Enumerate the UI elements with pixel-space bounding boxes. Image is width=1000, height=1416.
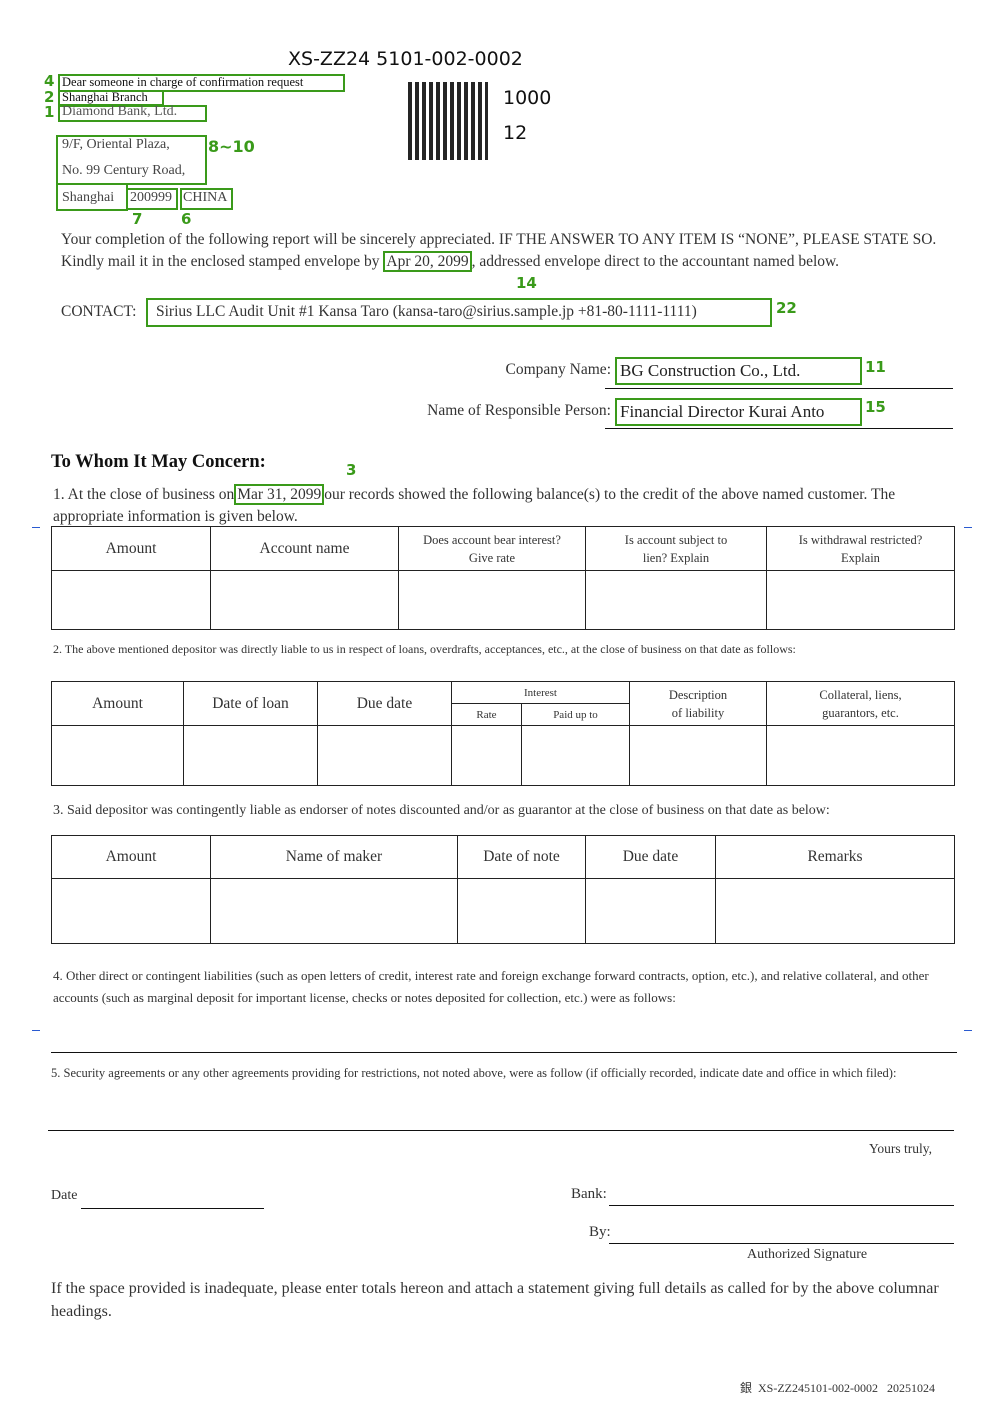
authorized-signature-label: Authorized Signature [747, 1247, 868, 1262]
responsible-person-value: Financial Director Kurai Anto [620, 402, 825, 421]
qr-code [408, 82, 488, 160]
item2-text: 2. The above mentioned depositor was dir… [53, 642, 796, 656]
signature-line[interactable] [609, 1243, 954, 1244]
document-code: XS-ZZ24 5101-002-0002 [288, 48, 523, 70]
marker-3: 3 [346, 461, 357, 479]
marker-7: 7 [132, 210, 143, 228]
attention-line: Dear someone in charge of confirmation r… [62, 75, 304, 89]
liabilities-table: Amount Date of loan Due date Interest Descri… [51, 681, 955, 786]
marker-14: 14 [516, 274, 537, 292]
footer-date: 20251024 [887, 1381, 936, 1395]
intro-paragraph: Your completion of the following report … [61, 231, 937, 272]
item4-answer-line[interactable] [51, 1052, 957, 1053]
footer: 銀 XS-ZZ245101-002-0002 20251024 [740, 1379, 935, 1396]
country: CHINA [183, 190, 228, 205]
date-line[interactable] [81, 1208, 264, 1209]
item5-text: 5. Security agreements or any other agre… [51, 1066, 897, 1080]
marker-4: 4 [44, 72, 55, 90]
bank-label: Bank: [571, 1186, 607, 1202]
marker-1: 1 [44, 103, 55, 121]
date-label: Date [51, 1188, 78, 1203]
company-name-label: Company Name: [505, 361, 611, 378]
marker-8-10: 8~10 [208, 137, 255, 156]
address-line1: 9/F, Oriental Plaza, [62, 137, 170, 152]
footnote: If the space provided is inadequate, ple… [51, 1280, 939, 1320]
marker-2: 2 [44, 88, 55, 106]
contact-value: Sirius LLC Audit Unit #1 Kansa Taro (kan… [156, 303, 697, 320]
as-of-date: Mar 31, 2099 [234, 484, 325, 505]
marker-6: 6 [181, 210, 192, 228]
qr-number-1: 1000 [503, 87, 552, 109]
contingent-table: Amount Name of maker Date of note Due date R… [51, 835, 955, 944]
footer-code: XS-ZZ245101-002-0002 [758, 1381, 879, 1395]
item1-text: 1. At the close of business on Mar 31, 20… [53, 484, 896, 525]
item5-answer-line[interactable] [48, 1130, 954, 1131]
due-date: Apr 20, 2099 [383, 251, 472, 272]
company-name-value: BG Construction Co., Ltd. [620, 361, 801, 380]
address-line2: No. 99 Century Road, [62, 163, 186, 178]
item4-text: 4. Other direct or contingent liabilitie… [53, 968, 929, 1005]
closing: Yours truly, [868, 1141, 932, 1156]
marker-22: 22 [776, 299, 797, 317]
city: Shanghai [62, 190, 115, 205]
balance-table: Amount Account name Does account bear inte… [51, 526, 955, 630]
postal-code: 200999 [130, 190, 172, 205]
branch-name: Shanghai Branch [62, 90, 148, 104]
item3-text: 3. Said depositor was contingently liabl… [53, 803, 830, 818]
salutation: To Whom It May Concern: [51, 452, 266, 472]
qr-number-2: 12 [503, 122, 528, 144]
responsible-person-label: Name of Responsible Person: [427, 402, 611, 419]
bank-mark: 銀 [740, 1381, 753, 1395]
bank-line[interactable] [609, 1205, 954, 1206]
bank-name: Diamond Bank, Ltd. [62, 104, 178, 119]
contact-label: CONTACT: [61, 303, 137, 320]
marker-11: 11 [865, 358, 886, 376]
marker-15: 15 [865, 398, 886, 416]
by-label: By: [589, 1224, 611, 1240]
